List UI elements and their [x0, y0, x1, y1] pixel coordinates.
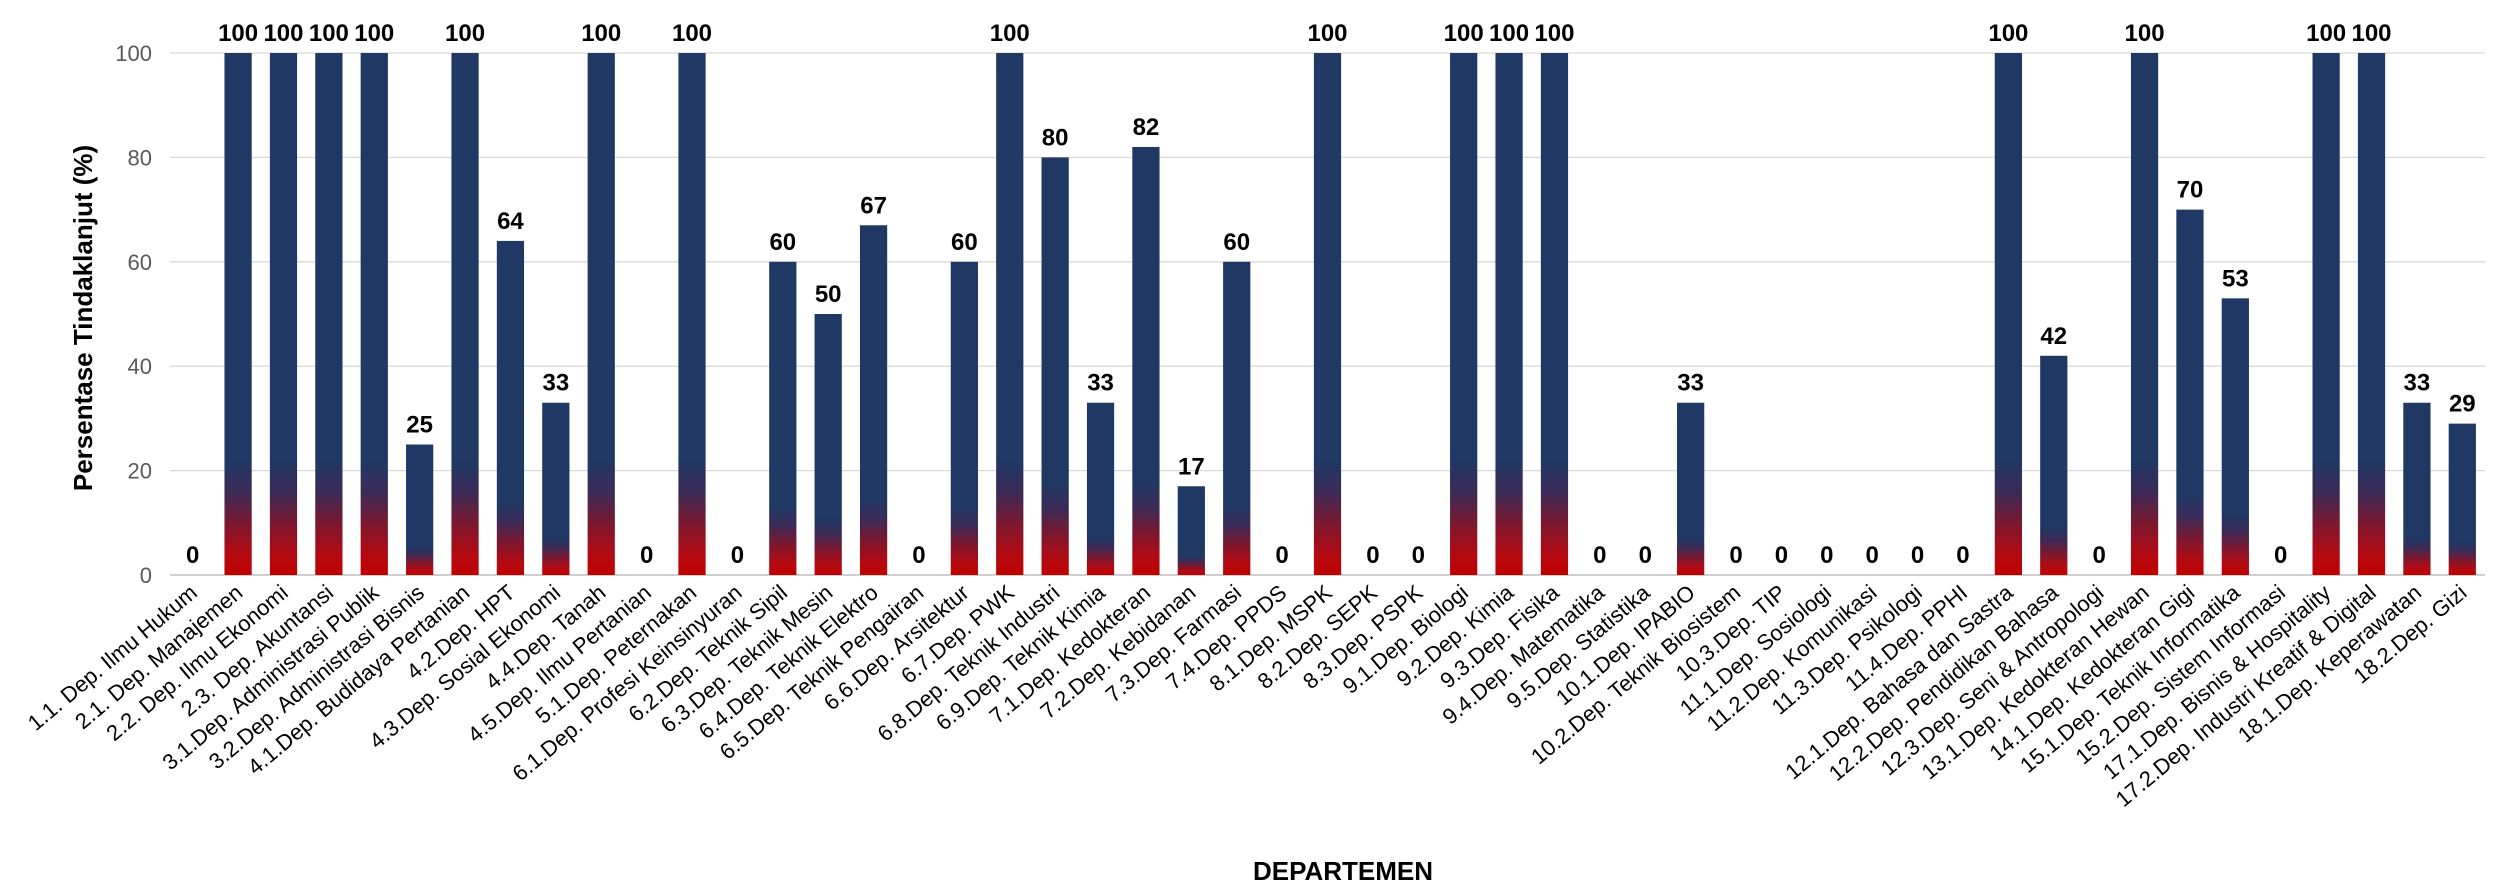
data-label: 0 — [2092, 542, 2105, 569]
bar — [2448, 423, 2476, 575]
bar — [1177, 486, 1205, 575]
data-label: 33 — [2404, 370, 2431, 397]
data-label: 60 — [1223, 229, 1250, 256]
bar — [1086, 402, 1115, 575]
x-axis-title: DEPARTEMEN — [1253, 856, 1433, 886]
data-label: 100 — [354, 20, 394, 47]
bar — [2403, 402, 2431, 575]
bar — [2312, 53, 2340, 575]
data-label: 33 — [542, 370, 569, 397]
data-label: 33 — [1677, 370, 1704, 397]
data-label: 82 — [1133, 114, 1160, 141]
data-label: 64 — [497, 208, 524, 235]
data-label: 33 — [1087, 370, 1114, 397]
data-label: 0 — [1956, 542, 1969, 569]
data-label: 80 — [1042, 124, 1069, 151]
bars — [224, 53, 2476, 576]
data-label: 0 — [186, 542, 199, 569]
data-label: 53 — [2222, 265, 2249, 292]
y-axis-title: Persentase Tindaklanjut (%) — [68, 145, 98, 491]
data-label: 100 — [672, 20, 712, 47]
bar — [269, 53, 298, 575]
data-label: 100 — [1444, 20, 1484, 47]
bar — [2130, 53, 2159, 575]
y-tick-label: 100 — [115, 41, 152, 66]
bar — [996, 53, 1024, 575]
data-label: 0 — [1593, 542, 1606, 569]
data-label: 0 — [1275, 542, 1288, 569]
y-tick-label: 40 — [128, 354, 152, 379]
data-label: 0 — [1775, 542, 1788, 569]
data-label: 67 — [860, 192, 887, 219]
data-label: 100 — [1534, 20, 1574, 47]
bar — [315, 53, 343, 575]
data-label: 100 — [1489, 20, 1529, 47]
data-label: 50 — [815, 281, 842, 308]
bar — [496, 240, 525, 576]
y-tick-label: 0 — [140, 563, 152, 588]
data-label: 0 — [1820, 542, 1833, 569]
data-label: 100 — [263, 20, 303, 47]
bar — [2221, 298, 2249, 575]
data-label: 100 — [445, 20, 485, 47]
data-label: 0 — [2274, 542, 2287, 569]
bar — [224, 53, 252, 575]
data-label: 100 — [1988, 20, 2028, 47]
bar — [950, 261, 978, 575]
bar — [2040, 355, 2068, 575]
bar — [678, 53, 706, 575]
bar — [769, 261, 797, 575]
y-tick-label: 60 — [128, 250, 152, 275]
y-tick-label: 20 — [128, 459, 152, 484]
data-label: 42 — [2040, 323, 2067, 350]
data-label: 17 — [1178, 453, 1205, 480]
data-label: 0 — [1412, 542, 1425, 569]
data-label: 100 — [309, 20, 349, 47]
bar — [587, 53, 615, 575]
bar — [1132, 146, 1160, 575]
data-label: 25 — [406, 412, 433, 439]
bar — [859, 225, 888, 575]
data-label: 100 — [2306, 20, 2346, 47]
data-label: 0 — [1639, 542, 1652, 569]
bar — [406, 444, 434, 575]
bar — [542, 402, 570, 575]
data-label: 100 — [990, 20, 1030, 47]
data-label: 0 — [1911, 542, 1924, 569]
bar — [1313, 53, 1342, 575]
data-label: 100 — [1307, 20, 1347, 47]
bar — [814, 314, 842, 575]
bar — [1223, 261, 1251, 575]
data-label: 100 — [581, 20, 621, 47]
bar — [1677, 402, 1705, 575]
data-label: 100 — [2125, 20, 2165, 47]
data-label: 60 — [951, 229, 978, 256]
bar — [451, 53, 479, 575]
data-label: 0 — [731, 542, 744, 569]
data-label: 0 — [1866, 542, 1879, 569]
bar — [1994, 53, 2022, 575]
data-label: 100 — [218, 20, 258, 47]
y-tick-label: 80 — [128, 145, 152, 170]
bar — [2357, 53, 2386, 575]
data-label: 100 — [2351, 20, 2391, 47]
y-axis-ticks: 0 20 40 60 80 100 — [115, 41, 152, 588]
bar — [1540, 53, 1569, 575]
data-label: 0 — [1366, 542, 1379, 569]
data-label: 0 — [912, 542, 925, 569]
data-label: 0 — [1729, 542, 1742, 569]
data-label: 29 — [2449, 391, 2476, 418]
data-label: 70 — [2177, 177, 2204, 204]
data-label: 0 — [640, 542, 653, 569]
bar — [1495, 53, 1523, 575]
bar — [1450, 53, 1478, 575]
bar — [2176, 209, 2204, 575]
bar — [1041, 157, 1069, 575]
data-label: 60 — [769, 229, 796, 256]
bar — [360, 53, 388, 575]
